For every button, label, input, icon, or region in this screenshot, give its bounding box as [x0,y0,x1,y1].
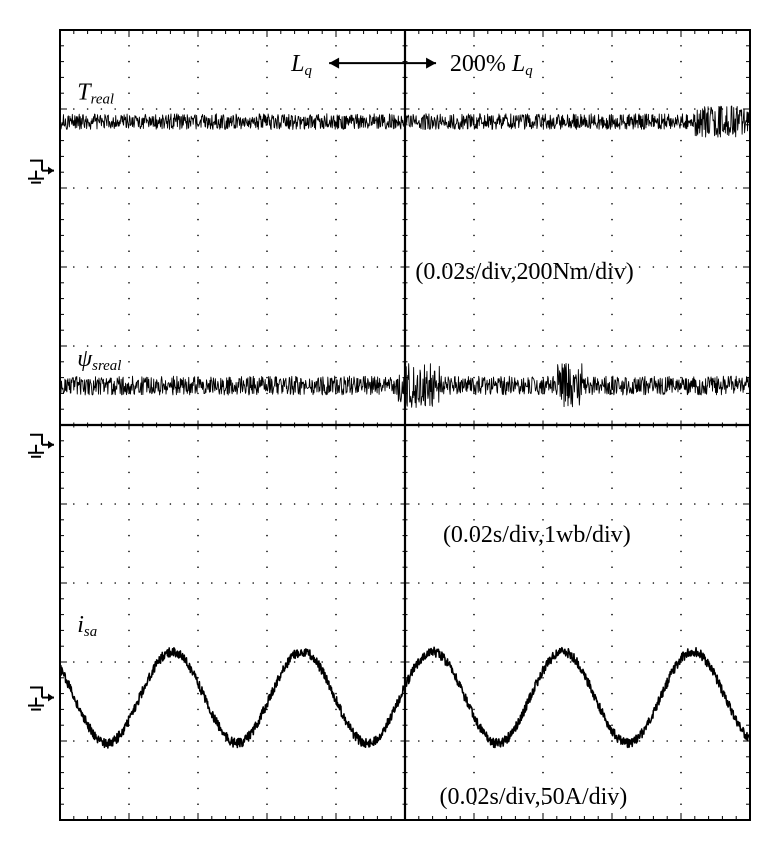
scope-svg: Treal (0.02s/div,200Nm/div) ψsreal (0.02s/d… [20,20,760,830]
flux-panel-label: ψsreal [77,346,121,374]
ground-marker [28,688,54,710]
current-panel-label: isa [77,612,97,640]
lq-right-label: 200% Lq [450,51,533,79]
oscilloscope-figure: Treal (0.02s/div,200Nm/div) ψsreal (0.02s/d… [20,20,760,830]
flux-panel-scale: (0.02s/div,1wb/div) [443,522,631,548]
ground-marker [28,161,54,183]
lq-arrow-right [426,58,436,69]
lq-left-label: Lq [290,51,312,79]
torque-panel-label: Treal [77,80,114,108]
current-panel-scale: (0.02s/div,50A/div) [440,784,628,810]
lq-arrow-left [329,58,339,69]
ground-marker [28,435,54,457]
torque-panel-scale: (0.02s/div,200Nm/div) [415,259,633,285]
